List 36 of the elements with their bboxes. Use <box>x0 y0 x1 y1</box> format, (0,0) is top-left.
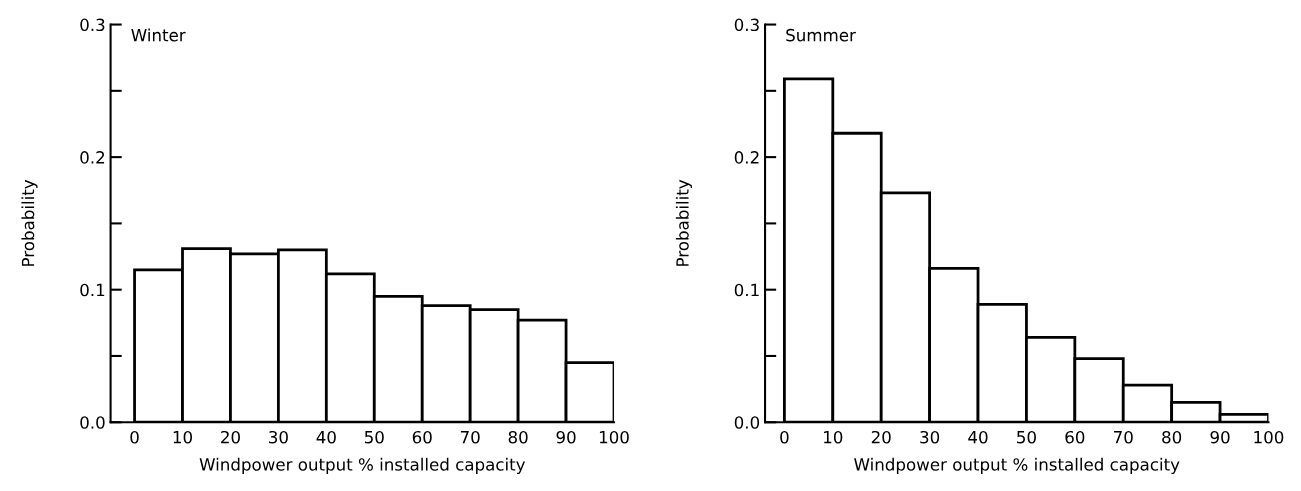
x-tick-label: 20 <box>871 430 891 444</box>
chart-title: Winter <box>131 28 186 42</box>
x-tick-label: 60 <box>1065 430 1085 444</box>
x-tick-label: 50 <box>1017 430 1036 444</box>
x-axis-title: Windpower output % installed capacity <box>199 457 526 474</box>
x-tick-label: 100 <box>599 430 629 444</box>
x-tick-label: 40 <box>968 430 988 444</box>
y-tick-label: 0.3 <box>80 18 105 32</box>
x-tick-label: 20 <box>221 430 240 444</box>
y-axis-title: Probability <box>675 179 693 266</box>
x-tick-label: 10 <box>173 430 192 444</box>
chart-title: Summer <box>786 28 856 42</box>
x-tick-label: 60 <box>412 430 432 444</box>
x-axis-title: Windpower output % installed capacity <box>854 457 1180 474</box>
x-tick-label: 50 <box>364 430 384 444</box>
y-tick-label: 0.1 <box>80 283 105 297</box>
y-tick-label: 0.2 <box>734 151 759 164</box>
x-tick-label: 10 <box>824 430 843 444</box>
x-tick-label: 100 <box>1254 430 1284 444</box>
x-tick-label: 80 <box>1162 430 1182 444</box>
y-tick-label: 0.1 <box>734 283 759 297</box>
x-tick-label: 70 <box>460 430 480 444</box>
x-tick-label: 80 <box>508 430 528 444</box>
x-tick-label: 90 <box>1210 430 1230 444</box>
y-axis-title: Probability <box>21 179 38 266</box>
x-tick-label: 40 <box>316 430 336 444</box>
y-tick-label: 0.3 <box>734 18 759 32</box>
x-tick-label: 70 <box>1114 430 1133 444</box>
x-tick-label: 30 <box>269 430 288 444</box>
x-tick-label: 30 <box>920 430 940 444</box>
x-tick-label: 0 <box>130 430 139 444</box>
y-tick-label: 0.0 <box>734 416 760 429</box>
y-tick-label: 0.0 <box>80 416 105 429</box>
x-tick-label: 90 <box>556 430 576 444</box>
y-tick-label: 0.2 <box>80 151 105 164</box>
x-tick-label: 0 <box>780 430 789 444</box>
